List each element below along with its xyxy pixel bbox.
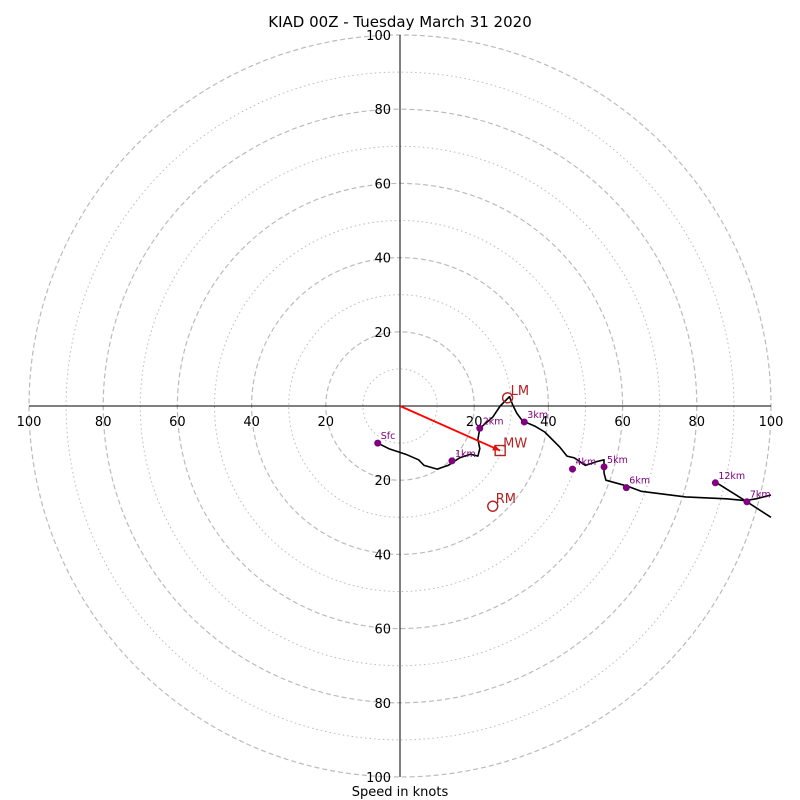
y-tick-pos-80: 80 (374, 103, 391, 118)
height-point-2km (476, 424, 484, 432)
height-label-sfc: Sfc (381, 431, 396, 442)
tick-labels: 2020202040404040606060608080808010010010… (17, 29, 784, 786)
storm-motion-markers: LM RM MW (399, 384, 529, 512)
x-tick-neg-80: 80 (95, 415, 112, 430)
y-tick-neg-40: 40 (374, 548, 391, 563)
mean-wind-arrowhead (492, 444, 501, 451)
y-tick-pos-40: 40 (374, 252, 391, 267)
mean-wind-vector (399, 405, 501, 452)
lm-marker (501, 392, 514, 404)
height-label-3km: 3km (527, 410, 548, 421)
height-label-6km: 6km (629, 476, 650, 487)
rm-marker (487, 500, 499, 512)
height-label-4km: 4km (576, 457, 597, 468)
height-point-7km (743, 498, 751, 506)
height-point-5km (600, 463, 608, 471)
x-tick-neg-100: 100 (17, 415, 42, 430)
height-point-6km (622, 484, 630, 492)
height-label-12km: 12km (718, 471, 745, 482)
height-point-12km (711, 479, 719, 487)
hodograph-trace (377, 395, 772, 502)
lm-label: LM (511, 384, 529, 399)
mw-marker (494, 444, 506, 457)
height-point-1km (448, 457, 456, 465)
height-point-sfc (374, 439, 382, 447)
x-tick-pos-60: 60 (614, 415, 631, 430)
x-tick-pos-100: 100 (759, 415, 784, 430)
height-point-4km (569, 465, 577, 473)
y-tick-neg-80: 80 (374, 697, 391, 712)
y-tick-pos-20: 20 (374, 326, 391, 341)
y-tick-pos-100: 100 (366, 29, 391, 44)
hodograph-traces (377, 395, 772, 518)
height-point-3km (520, 418, 528, 426)
y-tick-pos-60: 60 (374, 177, 391, 192)
height-label-7km: 7km (750, 490, 771, 501)
x-tick-pos-80: 80 (689, 415, 706, 430)
height-label-2km: 2km (483, 416, 504, 427)
height-label-1km: 1km (455, 449, 476, 460)
x-tick-neg-60: 60 (169, 415, 186, 430)
chart-title: KIAD 00Z - Tuesday March 31 2020 (268, 13, 531, 31)
rm-label: RM (496, 492, 516, 507)
x-tick-pos-40: 40 (540, 415, 557, 430)
x-tick-neg-40: 40 (243, 415, 260, 430)
mw-label: MW (503, 437, 527, 452)
x-axis-label: Speed in knots (352, 785, 449, 800)
y-tick-neg-20: 20 (374, 474, 391, 489)
x-tick-neg-20: 20 (318, 415, 335, 430)
y-tick-neg-100: 100 (366, 771, 391, 786)
y-tick-neg-60: 60 (374, 623, 391, 638)
height-label-5km: 5km (607, 455, 628, 466)
